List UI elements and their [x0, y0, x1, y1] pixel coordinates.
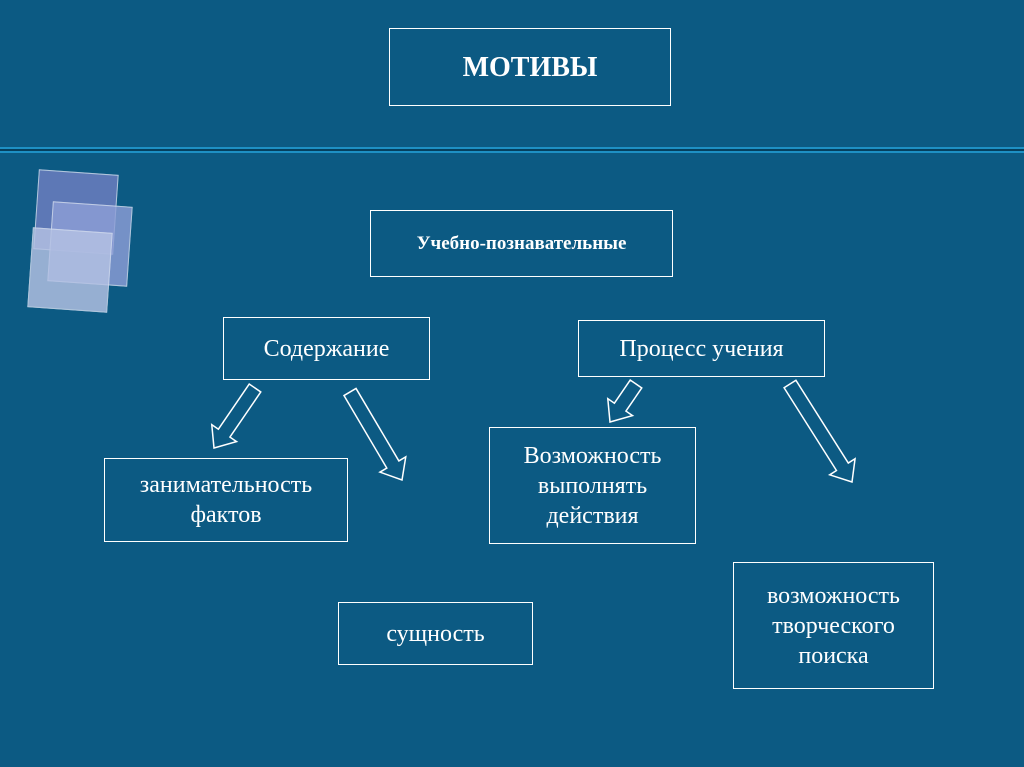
- content-box: Содержание: [223, 317, 430, 380]
- actions-text: Возможность выполнять действия: [498, 441, 687, 531]
- title-box: МОТИВЫ: [389, 28, 671, 106]
- facts-box: занимательность фактов: [104, 458, 348, 542]
- arrow-process-to-creative: [777, 376, 864, 490]
- header-divider: [0, 147, 1024, 153]
- creative-box: возможность творческого поиска: [733, 562, 934, 689]
- subheading-box: Учебно-познавательные: [370, 210, 673, 277]
- essence-box: сущность: [338, 602, 533, 665]
- arrow-content-to-facts: [202, 380, 268, 457]
- title-text: МОТИВЫ: [463, 50, 598, 85]
- facts-text: занимательность фактов: [113, 470, 339, 530]
- essence-text: сущность: [386, 619, 484, 649]
- creative-text: возможность творческого поиска: [742, 581, 925, 671]
- arrow-process-to-actions: [598, 376, 649, 431]
- subheading-text: Учебно-познавательные: [417, 232, 627, 256]
- content-text: Содержание: [264, 334, 390, 364]
- arrow-content-to-essence: [337, 384, 415, 487]
- actions-box: Возможность выполнять действия: [489, 427, 696, 544]
- process-text: Процесс учения: [619, 334, 783, 364]
- decorative-squares: [36, 160, 126, 298]
- process-box: Процесс учения: [578, 320, 825, 377]
- slide: МОТИВЫ Учебно-познавательные Содержание …: [0, 0, 1024, 767]
